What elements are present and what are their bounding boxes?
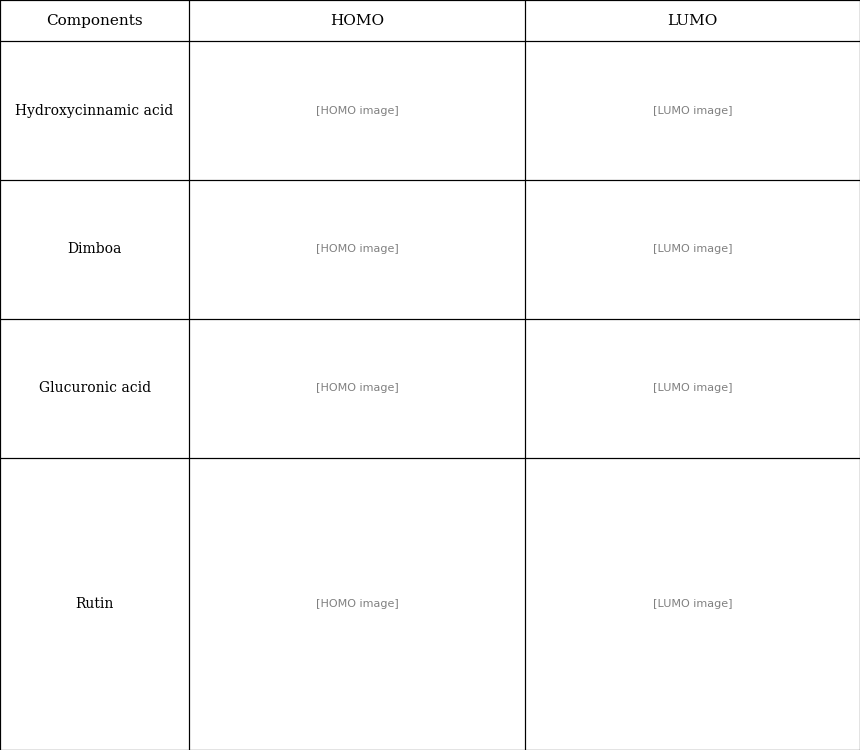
Text: [HOMO image]: [HOMO image] bbox=[316, 598, 398, 609]
Text: Components: Components bbox=[46, 13, 143, 28]
Text: [HOMO image]: [HOMO image] bbox=[316, 383, 398, 393]
Text: [LUMO image]: [LUMO image] bbox=[653, 383, 732, 393]
Text: [HOMO image]: [HOMO image] bbox=[316, 106, 398, 116]
Text: [HOMO image]: [HOMO image] bbox=[316, 244, 398, 254]
Text: Rutin: Rutin bbox=[76, 597, 114, 610]
Text: LUMO: LUMO bbox=[667, 13, 717, 28]
Text: Dimboa: Dimboa bbox=[67, 242, 122, 256]
Text: Hydroxycinnamic acid: Hydroxycinnamic acid bbox=[15, 104, 174, 118]
Text: HOMO: HOMO bbox=[330, 13, 384, 28]
Text: [LUMO image]: [LUMO image] bbox=[653, 106, 732, 116]
Text: [LUMO image]: [LUMO image] bbox=[653, 598, 732, 609]
Text: Glucuronic acid: Glucuronic acid bbox=[39, 381, 150, 395]
Text: [LUMO image]: [LUMO image] bbox=[653, 244, 732, 254]
